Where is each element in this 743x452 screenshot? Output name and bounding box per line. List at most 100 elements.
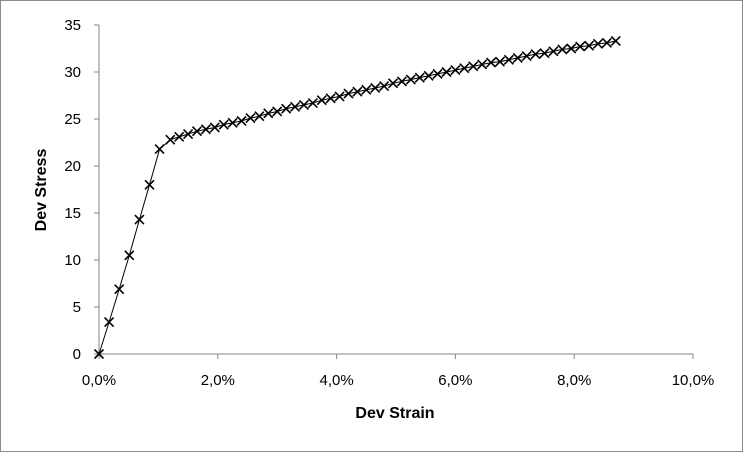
data-point-stroke [361, 84, 372, 95]
data-point-stroke [530, 49, 541, 60]
data-point-stroke [124, 250, 135, 261]
data-point [575, 41, 586, 52]
data-point-stroke [352, 86, 363, 97]
data-point [209, 122, 220, 133]
data-point [325, 93, 336, 104]
data-point [548, 46, 559, 57]
data-point [379, 81, 390, 92]
data-point-stroke [468, 61, 479, 72]
y-tick-label: 20 [64, 158, 81, 175]
data-point-stroke [405, 74, 416, 85]
y-tick-label: 35 [64, 17, 81, 34]
data-point-stroke [583, 40, 595, 51]
data-point-stroke [485, 57, 497, 68]
data-point [450, 65, 461, 76]
data-point-stroke [281, 103, 292, 114]
data-point-stroke [423, 70, 434, 81]
y-tick-label: 15 [64, 205, 81, 222]
data-point-stroke [209, 122, 220, 133]
data-point [530, 49, 541, 60]
data-point [144, 179, 155, 190]
x-tick-label: 10,0% [672, 372, 715, 389]
data-point-stroke [539, 48, 550, 59]
data-point-stroke [396, 76, 408, 87]
data-point-stroke [183, 128, 194, 140]
data-point [610, 35, 621, 47]
data-point [566, 43, 577, 54]
data-point [254, 111, 265, 122]
data-point [468, 61, 479, 72]
data-point [583, 40, 595, 51]
data-point [423, 70, 434, 81]
data-point-stroke [307, 97, 318, 109]
data-point [236, 115, 247, 126]
data-point [245, 112, 256, 124]
x-tick-label: 8,0% [557, 372, 591, 389]
data-point [521, 50, 532, 62]
data-point [441, 66, 452, 78]
data-point-stroke [334, 91, 345, 102]
data-point [601, 37, 612, 48]
data-point-stroke [459, 63, 470, 74]
data-point [557, 44, 568, 55]
y-tick-label: 5 [73, 299, 81, 316]
data-point-stroke [245, 112, 256, 124]
data-point-stroke [503, 54, 514, 65]
x-tick-label: 2,0% [201, 372, 235, 389]
data-point-stroke [289, 101, 301, 112]
data-point [387, 78, 399, 89]
data-point [124, 250, 135, 261]
data-point-stroke [236, 115, 247, 126]
y-axis-title: Dev Stress [33, 149, 50, 232]
data-point-stroke [263, 108, 274, 119]
data-point [539, 48, 550, 59]
data-point [512, 52, 523, 63]
data-point [134, 214, 145, 225]
data-point-stroke [174, 131, 185, 142]
data-point-stroke [134, 214, 145, 225]
data-point-stroke [441, 66, 452, 78]
data-point-stroke [114, 284, 125, 295]
data-point [183, 128, 194, 140]
data-point-stroke [227, 117, 238, 128]
data-point [272, 106, 283, 117]
data-point [477, 59, 488, 70]
series-line [98, 40, 616, 355]
data-point-stroke [191, 126, 203, 137]
data-point [459, 63, 470, 74]
data-point [154, 144, 165, 155]
y-tick-label: 0 [73, 346, 81, 363]
data-point-stroke [414, 72, 425, 83]
data-point [396, 76, 408, 87]
data-point-stroke [592, 38, 604, 49]
data-point [93, 348, 105, 360]
data-point-stroke [566, 43, 577, 54]
data-point-stroke [601, 37, 612, 48]
data-point-stroke [512, 52, 523, 63]
data-point [592, 38, 604, 49]
data-point [494, 56, 506, 67]
data-point [361, 84, 372, 95]
data-point-stroke [450, 65, 461, 76]
data-point [414, 72, 425, 83]
data-point-stroke [379, 81, 390, 92]
data-point [263, 108, 274, 119]
y-tick-label: 30 [64, 64, 81, 81]
data-point-stroke [477, 59, 488, 70]
data-point-stroke [272, 106, 283, 117]
data-point [334, 91, 345, 102]
data-point-stroke [165, 134, 176, 145]
data-point [316, 95, 327, 106]
data-point [114, 284, 125, 295]
data-point-stroke [575, 41, 586, 52]
data-point-stroke [548, 46, 559, 57]
x-tick-label: 4,0% [319, 372, 353, 389]
data-point [200, 124, 211, 135]
y-tick-label: 10 [64, 252, 81, 269]
data-point-stroke [200, 124, 211, 135]
data-point-stroke [144, 179, 155, 190]
data-point-stroke [343, 88, 354, 99]
x-tick-label: 0,0% [82, 372, 116, 389]
